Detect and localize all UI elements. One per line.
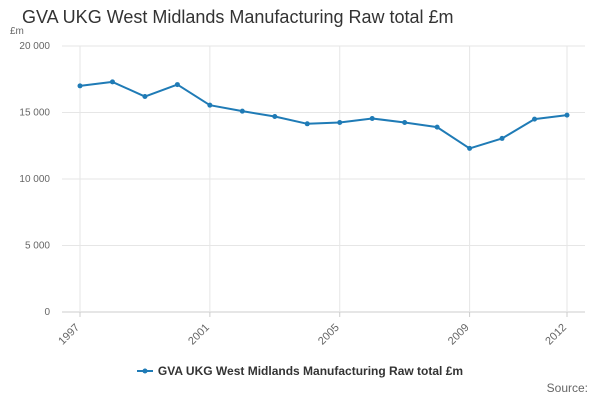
- legend[interactable]: GVA UKG West Midlands Manufacturing Raw …: [0, 364, 600, 378]
- chart-title: GVA UKG West Midlands Manufacturing Raw …: [22, 7, 454, 27]
- x-tick-label: 2005: [316, 322, 342, 348]
- data-point: [369, 115, 375, 121]
- data-point: [499, 135, 505, 141]
- data-point: [272, 113, 278, 119]
- gridlines: [62, 45, 585, 313]
- y-tick-label: 0: [44, 307, 50, 318]
- data-point: [532, 116, 538, 122]
- series-line: [79, 80, 568, 150]
- data-point: [239, 108, 245, 114]
- y-axis-ticks: 0 5 000 10 000 15 000 20 000: [19, 41, 50, 318]
- data-point: [564, 112, 570, 118]
- x-tick-label: 2009: [446, 322, 472, 348]
- data-point: [77, 83, 83, 89]
- data-point: [174, 82, 180, 88]
- y-axis-unit-label: £m: [10, 26, 24, 37]
- series-layer: [77, 79, 570, 151]
- x-tick-label: 2012: [543, 322, 569, 348]
- legend-item[interactable]: GVA UKG West Midlands Manufacturing Raw …: [136, 364, 464, 378]
- data-point: [402, 119, 408, 125]
- y-tick-label: 20 000: [19, 41, 50, 52]
- y-tick-label: 5 000: [25, 241, 50, 252]
- legend-label: GVA UKG West Midlands Manufacturing Raw …: [157, 364, 464, 378]
- data-point: [304, 121, 310, 127]
- data-point: [207, 102, 213, 108]
- data-point: [467, 145, 473, 151]
- source-label: Source:: [546, 381, 588, 395]
- x-axis-ticks: 1997 2001 2005 2009 2012: [56, 312, 569, 347]
- legend-line-marker-icon: [136, 368, 153, 374]
- x-tick-label: 1997: [56, 322, 82, 348]
- data-point: [109, 79, 115, 85]
- y-tick-label: 15 000: [19, 108, 50, 119]
- data-point: [142, 94, 148, 100]
- data-point: [337, 119, 343, 125]
- x-tick-label: 2001: [186, 322, 212, 348]
- y-tick-label: 10 000: [19, 174, 50, 185]
- data-point: [434, 124, 440, 130]
